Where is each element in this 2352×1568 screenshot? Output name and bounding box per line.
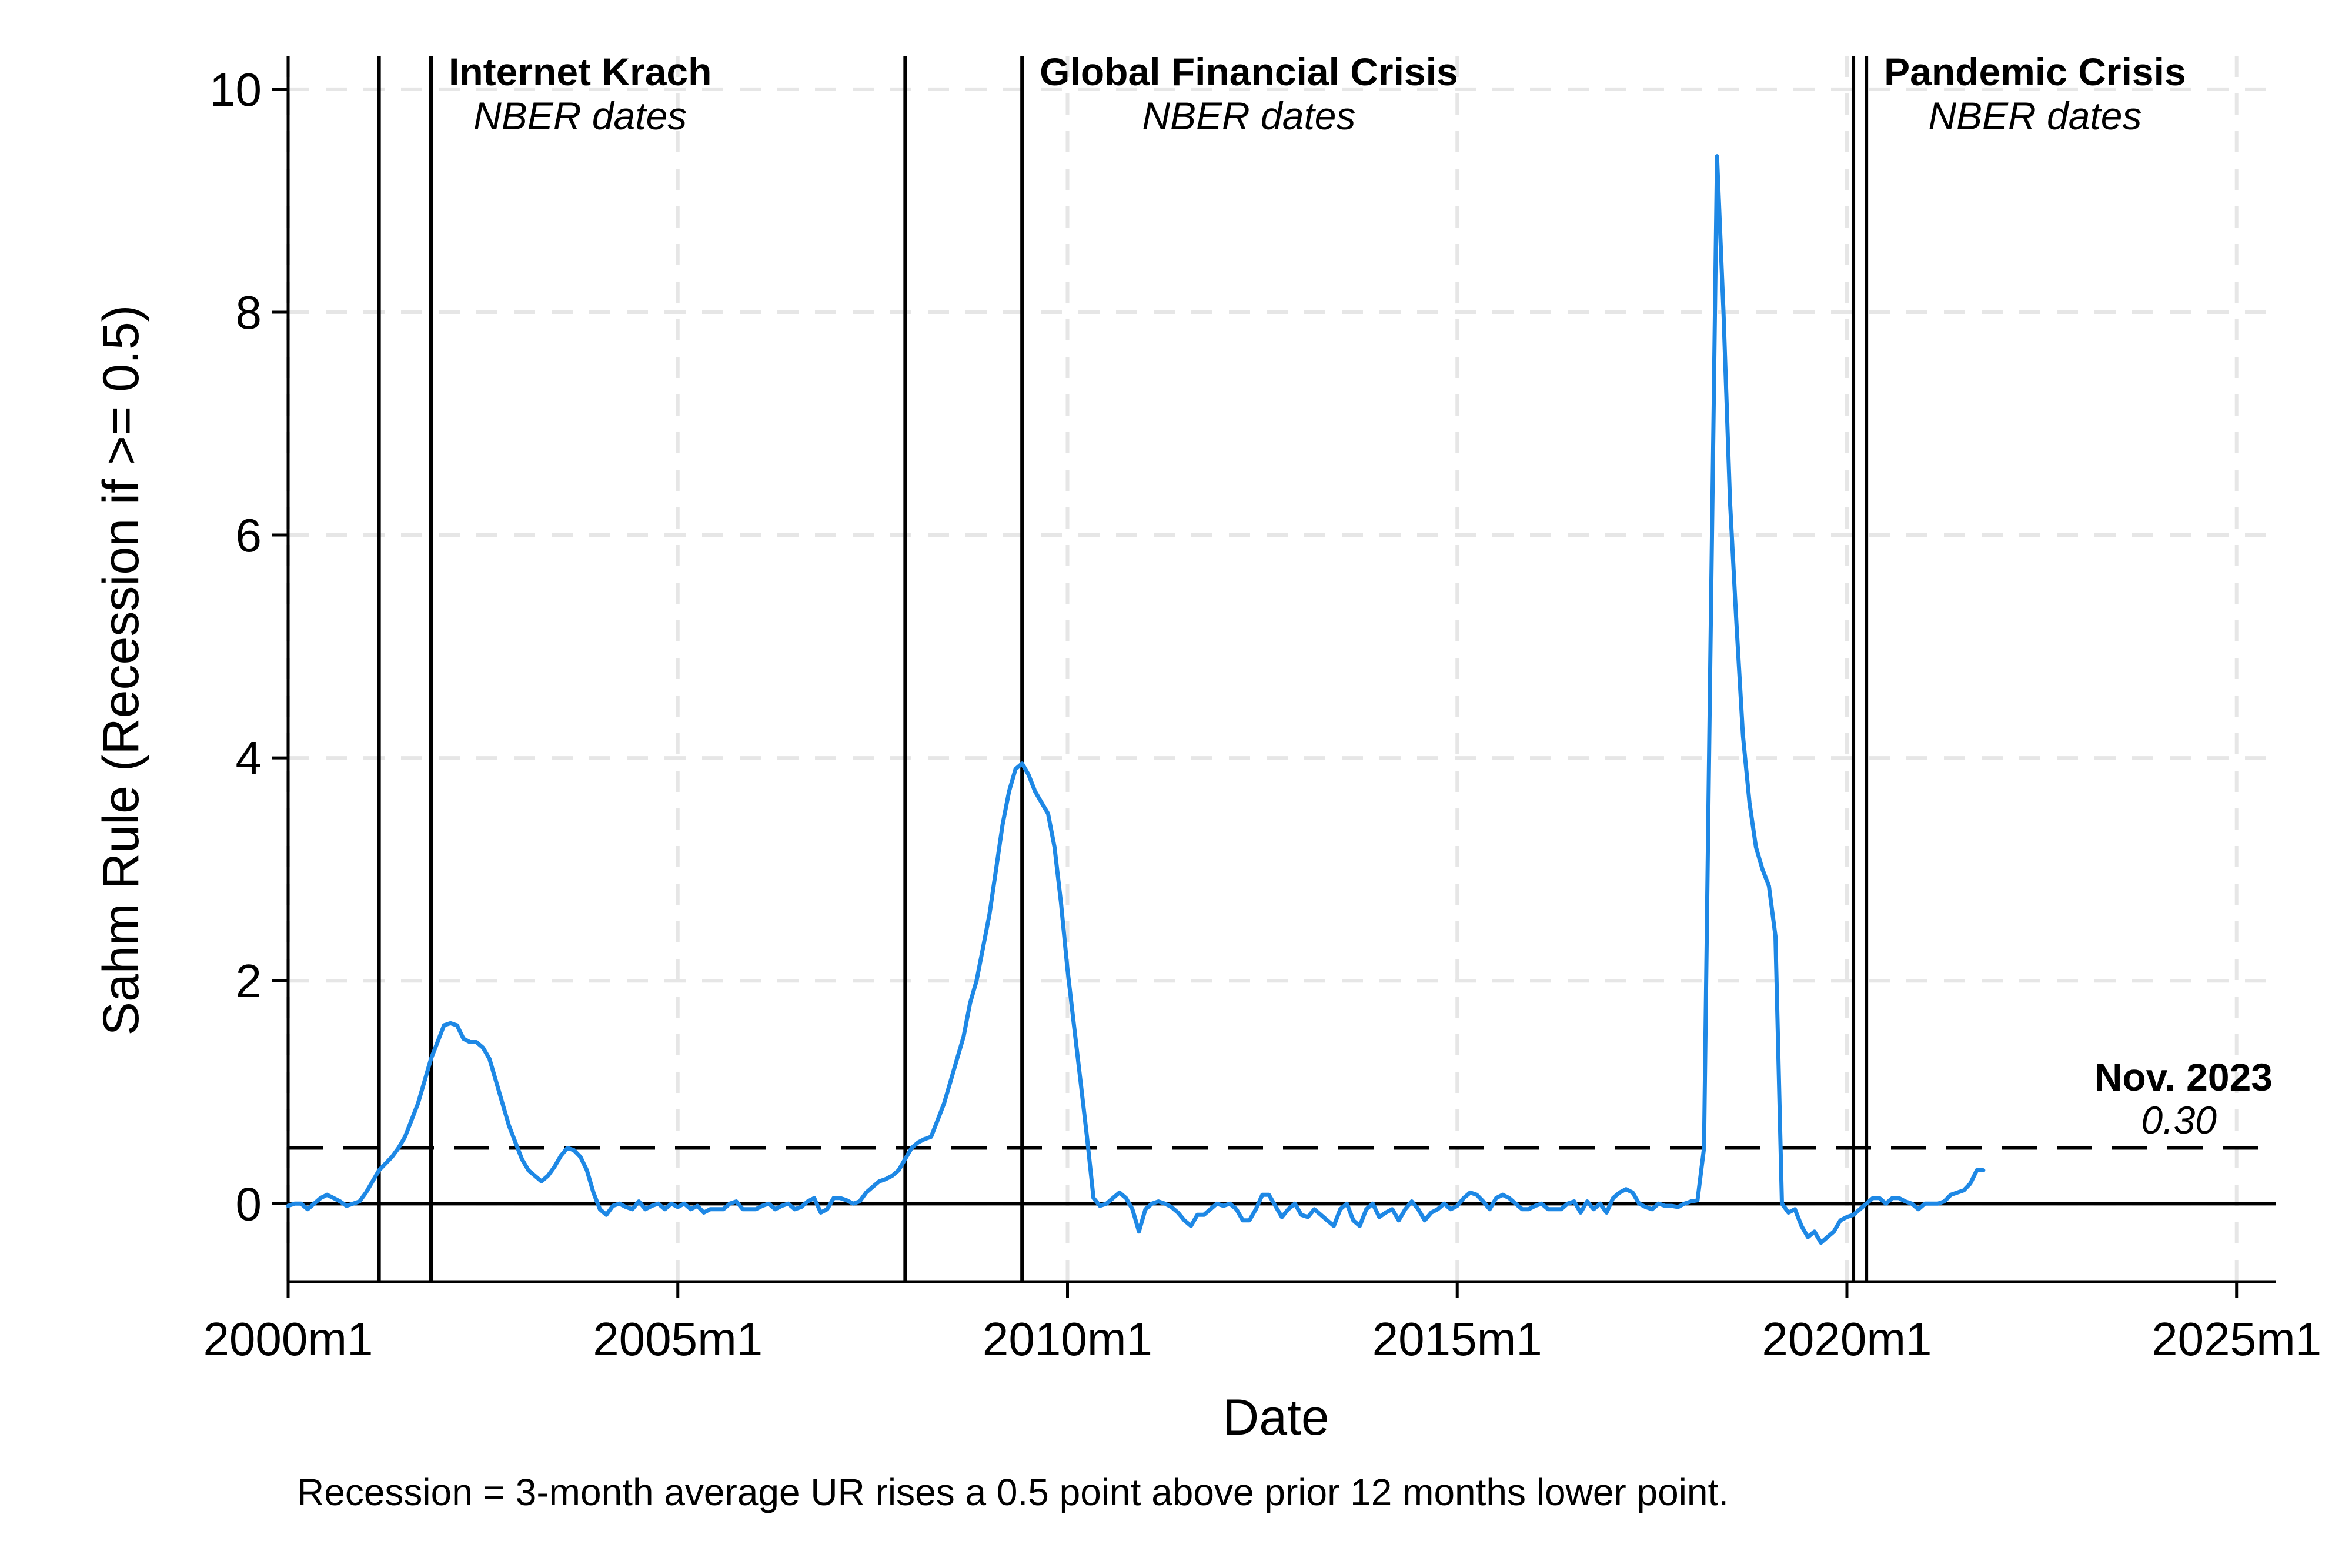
y-tick-label: 4 — [236, 732, 262, 784]
recession-subtitle: NBER dates — [1142, 94, 1355, 138]
x-tick-label: 2005m1 — [593, 1313, 763, 1365]
x-tick-label: 2000m1 — [203, 1313, 373, 1365]
y-tick-label: 10 — [209, 63, 262, 116]
y-tick-label: 6 — [236, 509, 262, 561]
grid-lines — [286, 56, 2276, 1282]
last-point-value: 0.30 — [2141, 1098, 2217, 1142]
chart-note: Recession = 3-month average UR rises a 0… — [297, 1471, 1729, 1513]
y-tick-label: 2 — [236, 955, 262, 1007]
x-tick-label: 2025m1 — [2151, 1313, 2321, 1365]
recession-lines — [377, 56, 1869, 1282]
y-tick-label: 0 — [236, 1178, 262, 1230]
x-axis-title: Date — [1222, 1389, 1329, 1446]
y-tick-label: 8 — [236, 286, 262, 339]
reference-lines — [288, 1146, 2276, 1206]
recession-subtitle: NBER dates — [1928, 94, 2141, 138]
x-tick-label: 2010m1 — [983, 1313, 1152, 1365]
recession-name: Pandemic Crisis — [1884, 50, 2186, 93]
x-tick-label: 2020m1 — [1762, 1313, 1932, 1365]
axes: 0 2 4 6 8 10 2000m1 2005m1 2010m1 2015m1 2020m1 202… — [203, 56, 2321, 1365]
recession-name: Internet Krach — [449, 50, 711, 93]
recession-subtitle: NBER dates — [473, 94, 687, 138]
last-point-label: Nov. 2023 — [2094, 1055, 2273, 1099]
sahm-rule-series-line — [286, 154, 1986, 1245]
recession-name: Global Financial Crisis — [1040, 50, 1458, 93]
x-tick-label: 2015m1 — [1372, 1313, 1542, 1365]
series-layer — [286, 154, 1986, 1245]
y-axis-title: Sahm Rule (Recession if >= 0.5) — [93, 305, 149, 1036]
